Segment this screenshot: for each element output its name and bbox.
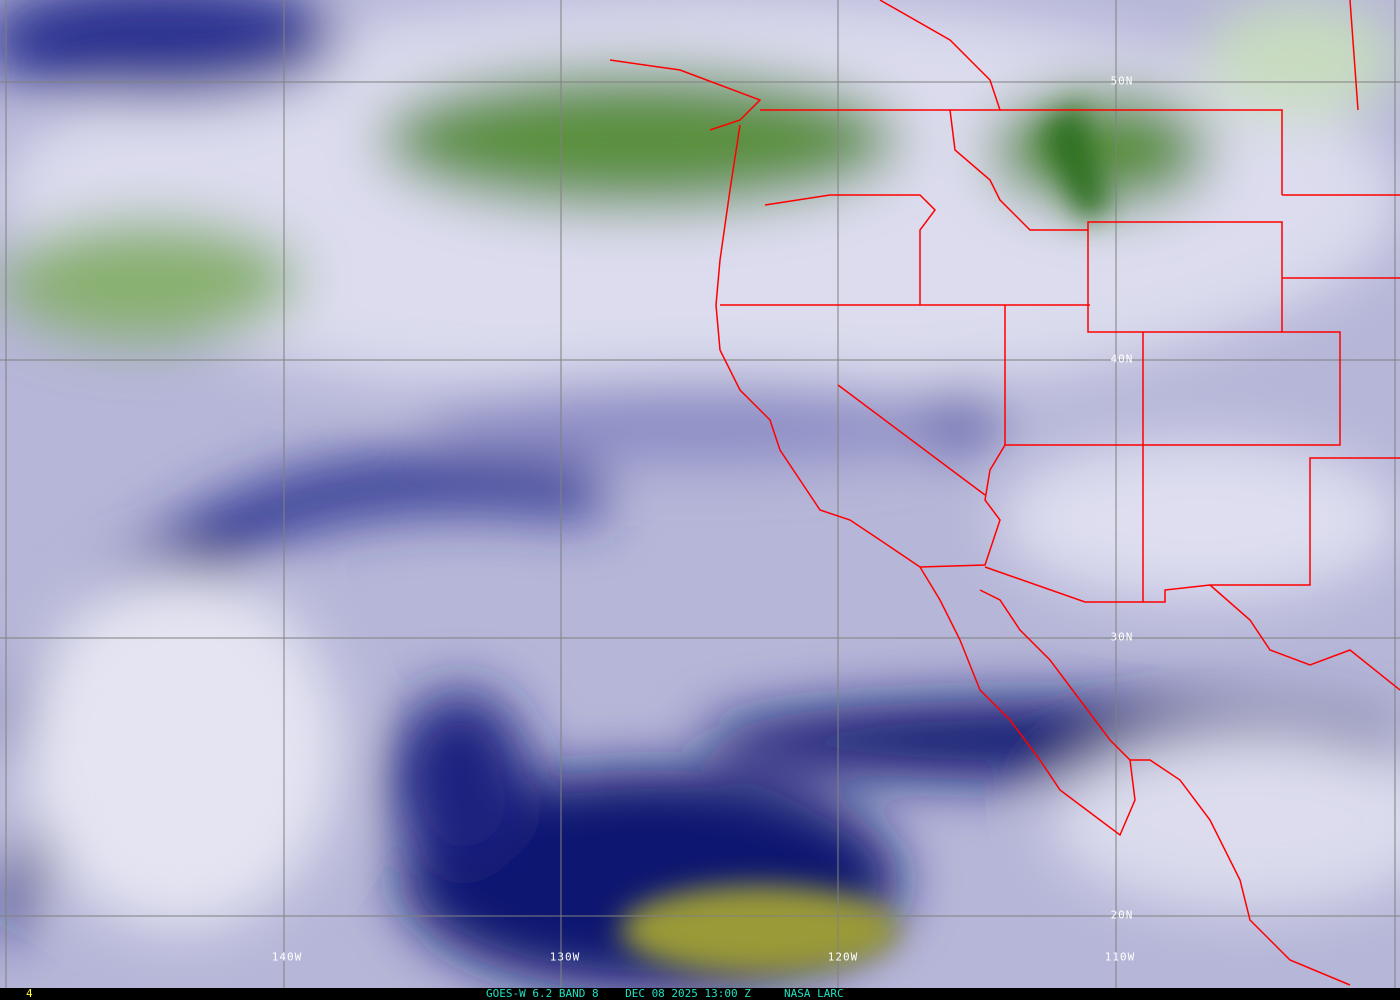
lon-label-130w: 130W <box>549 950 581 964</box>
lat-label-20n: 20N <box>1110 908 1134 922</box>
lat-label-50n: 50N <box>1110 74 1134 88</box>
lon-label-120w: 120W <box>827 950 859 964</box>
image-caption: GOES-W 6.2 BAND 8 DEC 08 2025 13:00 Z NA… <box>486 987 844 1000</box>
lat-label-40n: 40N <box>1110 352 1134 366</box>
frame-number: 4 <box>26 987 33 1000</box>
lon-label-140w: 140W <box>271 950 303 964</box>
caption-bar: 4 GOES-W 6.2 BAND 8 DEC 08 2025 13:00 Z … <box>0 988 1400 1000</box>
political-boundaries <box>609 0 1400 986</box>
lat-label-30n: 30N <box>1110 630 1134 644</box>
lon-label-110w: 110W <box>1104 950 1136 964</box>
